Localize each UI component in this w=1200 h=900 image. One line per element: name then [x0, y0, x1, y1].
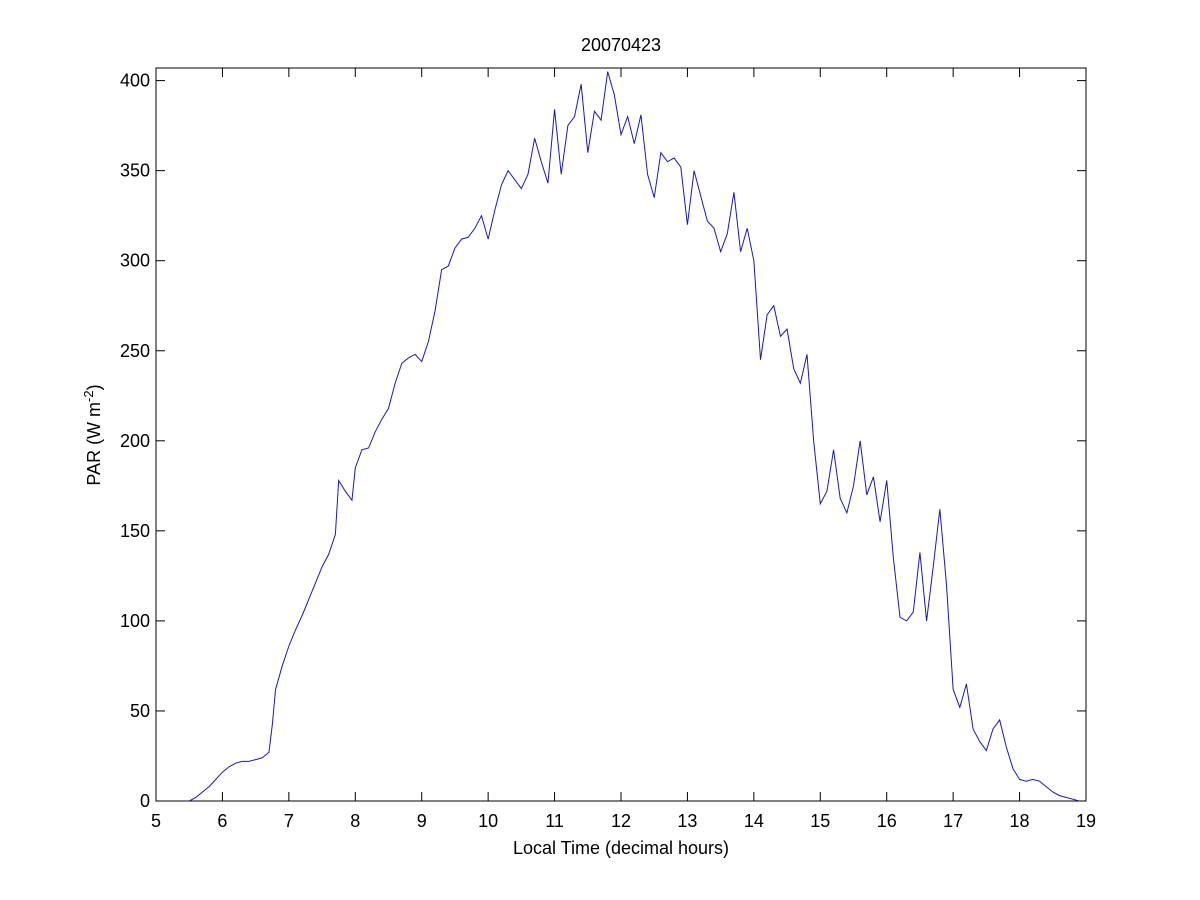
x-tick-label: 14	[744, 811, 764, 831]
x-tick-label: 15	[810, 811, 830, 831]
x-tick-label: 13	[677, 811, 697, 831]
plot-box	[155, 67, 1087, 802]
x-tick-label: 12	[611, 811, 631, 831]
y-tick-label: 0	[140, 791, 150, 811]
y-tick-label: 150	[120, 521, 150, 541]
x-tick-label: 11	[545, 811, 564, 831]
x-tick-label: 8	[350, 811, 360, 831]
chart-title: 20070423	[581, 35, 661, 55]
y-tick-label: 300	[120, 251, 150, 271]
y-tick-label: 50	[130, 701, 150, 721]
y-tick-label: 350	[120, 161, 150, 181]
y-label-suffix: )	[84, 384, 104, 390]
x-tick-label: 10	[478, 811, 498, 831]
y-axis-label: PAR (W m-2)	[81, 384, 104, 485]
x-tick-label: 18	[1010, 811, 1030, 831]
x-tick-label: 16	[877, 811, 897, 831]
x-tick-label: 6	[217, 811, 227, 831]
x-tick-label: 7	[284, 811, 294, 831]
x-tick-label: 17	[943, 811, 963, 831]
y-tick-label: 250	[120, 341, 150, 361]
data-line	[188, 71, 1080, 802]
x-tick-label: 9	[417, 811, 427, 831]
y-label-text: PAR (W m	[84, 402, 104, 486]
y-tick-label: 100	[120, 611, 150, 631]
x-tick-label: 19	[1076, 811, 1096, 831]
x-axis-label: Local Time (decimal hours)	[513, 838, 729, 858]
y-tick-label: 200	[120, 431, 150, 451]
x-tick-label: 5	[151, 811, 161, 831]
y-tick-label: 400	[120, 71, 150, 91]
y-label-sup: -2	[81, 390, 96, 402]
